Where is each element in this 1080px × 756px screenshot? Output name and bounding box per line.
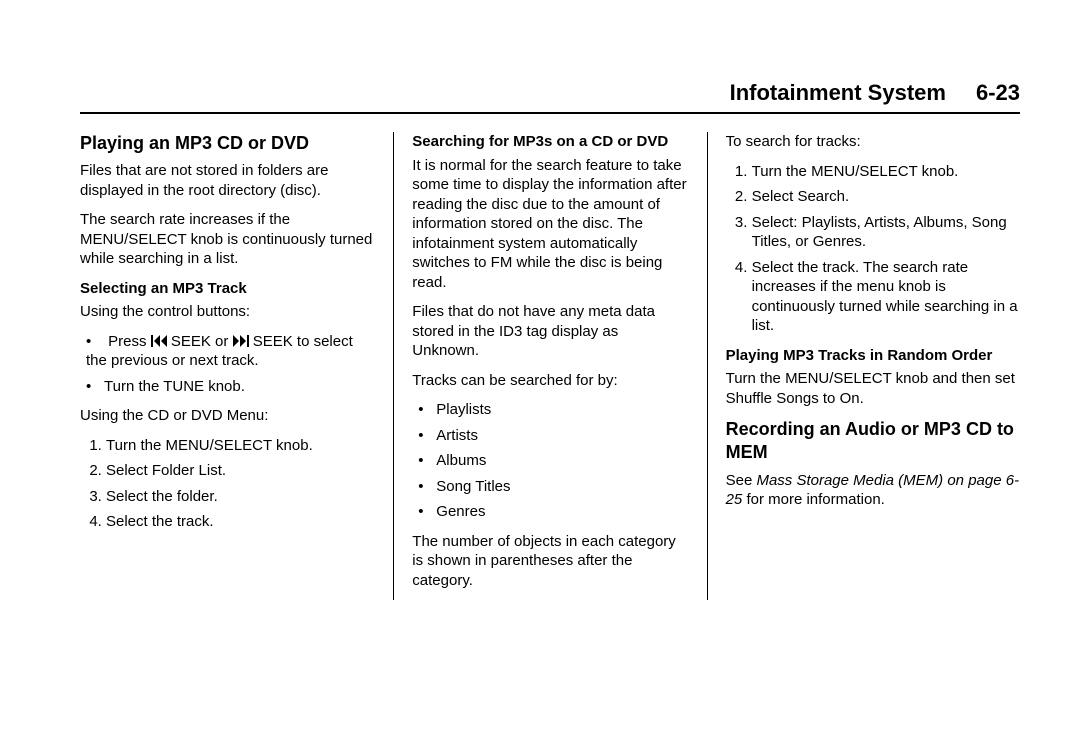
subsection-heading: Playing MP3 Tracks in Random Order bbox=[726, 346, 1020, 366]
numbered-list: Turn the MENU/SELECT knob. Select Search… bbox=[726, 162, 1020, 336]
body-text: The number of objects in each category i… bbox=[412, 532, 688, 591]
body-text: Tracks can be searched for by: bbox=[412, 371, 688, 391]
list-item: Select the track. bbox=[106, 512, 375, 532]
list-text: Genres bbox=[436, 503, 485, 520]
list-text: Artists bbox=[436, 427, 478, 444]
bullet-list: Playlists Artists Albums Song Titles Gen… bbox=[412, 400, 688, 522]
seek-back-icon bbox=[151, 335, 167, 347]
list-item: Select: Playlists, Artists, Albums, Song… bbox=[752, 213, 1020, 252]
list-item: Turn the TUNE knob. bbox=[86, 377, 375, 397]
list-item: Genres bbox=[418, 502, 688, 522]
list-item: Select Folder List. bbox=[106, 461, 375, 481]
body-text: Files that do not have any meta data sto… bbox=[412, 302, 688, 361]
body-text: Using the control buttons: bbox=[80, 302, 375, 322]
list-text: Turn the TUNE knob. bbox=[104, 378, 245, 395]
list-item: Select Search. bbox=[752, 187, 1020, 207]
column-2: Searching for MP3s on a CD or DVD It is … bbox=[393, 132, 706, 600]
section-heading: Playing an MP3 CD or DVD bbox=[80, 132, 375, 155]
list-item: Select the folder. bbox=[106, 487, 375, 507]
header-page-number: 6-23 bbox=[976, 80, 1020, 106]
column-3: To search for tracks: Turn the MENU/SELE… bbox=[707, 132, 1020, 600]
ref-pre: See bbox=[726, 472, 757, 489]
list-item: Turn the MENU/SELECT knob. bbox=[106, 436, 375, 456]
list-text: Albums bbox=[436, 452, 486, 469]
content-area: Playing an MP3 CD or DVD Files that are … bbox=[80, 132, 1020, 600]
subsection-heading: Searching for MP3s on a CD or DVD bbox=[412, 132, 688, 152]
column-1: Playing an MP3 CD or DVD Files that are … bbox=[80, 132, 393, 600]
list-item: Artists bbox=[418, 426, 688, 446]
bullet-list: Press SEEK or SEEK to select the previou… bbox=[80, 332, 375, 397]
list-text: Playlists bbox=[436, 401, 491, 418]
seek-forward-icon bbox=[233, 335, 249, 347]
list-text: Song Titles bbox=[436, 478, 510, 495]
body-text: The search rate increases if the MENU/SE… bbox=[80, 210, 375, 269]
list-text-pre: Press bbox=[108, 333, 151, 350]
list-item: Playlists bbox=[418, 400, 688, 420]
body-text: Files that are not stored in folders are… bbox=[80, 161, 375, 200]
list-text-mid: SEEK or bbox=[167, 333, 233, 350]
list-item: Turn the MENU/SELECT knob. bbox=[752, 162, 1020, 182]
list-item: Albums bbox=[418, 451, 688, 471]
list-item: Song Titles bbox=[418, 477, 688, 497]
list-item: Select the track. The search rate increa… bbox=[752, 258, 1020, 336]
page-header: Infotainment System 6-23 bbox=[80, 80, 1020, 114]
numbered-list: Turn the MENU/SELECT knob. Select Folder… bbox=[80, 436, 375, 532]
body-text: It is normal for the search feature to t… bbox=[412, 156, 688, 293]
ref-post: for more information. bbox=[742, 491, 885, 508]
header-title: Infotainment System bbox=[730, 80, 946, 106]
list-item: Press SEEK or SEEK to select the previou… bbox=[86, 332, 375, 371]
subsection-heading: Selecting an MP3 Track bbox=[80, 279, 375, 299]
body-text: Turn the MENU/SELECT knob and then set S… bbox=[726, 369, 1020, 408]
body-text: Using the CD or DVD Menu: bbox=[80, 406, 375, 426]
section-heading: Recording an Audio or MP3 CD to MEM bbox=[726, 418, 1020, 465]
body-text: To search for tracks: bbox=[726, 132, 1020, 152]
body-text: See Mass Storage Media (MEM) on page 6-2… bbox=[726, 471, 1020, 510]
